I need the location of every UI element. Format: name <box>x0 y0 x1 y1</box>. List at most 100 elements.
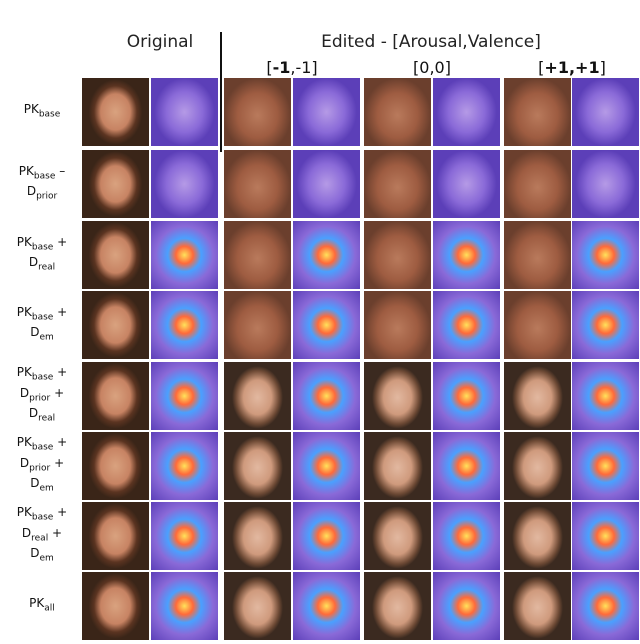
image-cell <box>82 502 149 570</box>
term: PKbase – <box>19 164 65 184</box>
term: PKbase + <box>17 435 67 455</box>
image-cell <box>433 221 500 289</box>
bracket: [ <box>266 58 273 77</box>
term: PKbase + <box>17 365 67 385</box>
row-label: PKbase + Dreal + Dem <box>2 502 82 570</box>
edited-header: Edited - [Arousal,Valence] <box>321 32 541 52</box>
term-main: D <box>30 476 40 491</box>
term-main: PK <box>16 365 32 380</box>
term-sub: em <box>39 553 54 564</box>
image-cell <box>82 221 149 289</box>
image-cell <box>364 362 431 430</box>
image-cell <box>151 572 218 640</box>
image-cell <box>433 432 500 500</box>
bracket: [ <box>538 58 545 77</box>
operator: + <box>57 365 68 380</box>
image-cell <box>293 221 360 289</box>
image-cell <box>82 291 149 359</box>
term: PKbase <box>24 102 61 122</box>
image-cell <box>151 432 218 500</box>
image-cell <box>433 502 500 570</box>
original-header: Original <box>126 32 194 52</box>
term-main: PK <box>18 163 34 178</box>
term-sub: base <box>38 109 61 120</box>
image-cell <box>364 221 431 289</box>
rest: ,-1] <box>290 58 318 77</box>
image-cell <box>82 572 149 640</box>
image-cell <box>151 78 218 146</box>
term-sub: prior <box>36 191 58 202</box>
column-label: [-1,-1] <box>222 58 362 77</box>
row-label: PKbase – Dprior <box>2 150 82 218</box>
image-cell <box>433 78 500 146</box>
term-sub: real <box>31 533 49 544</box>
term-main: PK <box>16 234 32 249</box>
term: PKbase + <box>17 505 67 525</box>
image-cell <box>82 432 149 500</box>
term-sub: prior <box>29 463 51 474</box>
term: Dprior + <box>20 386 64 406</box>
image-cell <box>364 432 431 500</box>
image-cell <box>433 150 500 218</box>
image-cell <box>433 362 500 430</box>
term-main: PK <box>29 595 45 610</box>
image-cell <box>504 291 571 359</box>
image-cell <box>224 291 291 359</box>
term-main: PK <box>16 304 32 319</box>
image-cell <box>572 150 639 218</box>
image-cell <box>82 78 149 146</box>
term-sub: base <box>31 442 54 453</box>
term-sub: base <box>31 242 54 252</box>
term: PKbase + <box>17 305 67 325</box>
image-cell <box>224 432 291 500</box>
image-cell <box>504 432 571 500</box>
term: Dem <box>30 476 54 496</box>
term-main: D <box>30 546 40 561</box>
term: Dreal + <box>22 526 62 546</box>
term-sub: base <box>31 512 54 523</box>
term-main: D <box>21 525 32 540</box>
image-cell <box>572 78 639 146</box>
operator: + <box>57 304 68 319</box>
image-cell <box>224 362 291 430</box>
term-sub: em <box>39 483 54 494</box>
term-main: PK <box>23 101 39 116</box>
image-cell <box>504 78 571 146</box>
image-cell <box>224 502 291 570</box>
divider <box>220 32 222 152</box>
term: PKall <box>29 596 55 616</box>
bracket: [0,0] <box>413 58 451 77</box>
column-label: [+1,+1] <box>502 58 640 77</box>
operator: + <box>52 525 63 540</box>
term: Dreal <box>29 406 55 426</box>
row-label: PKbase <box>2 78 82 146</box>
image-cell <box>433 291 500 359</box>
image-cell <box>293 78 360 146</box>
image-cell <box>151 150 218 218</box>
image-cell <box>504 502 571 570</box>
image-cell <box>504 362 571 430</box>
image-cell <box>293 572 360 640</box>
image-cell <box>293 291 360 359</box>
operator: + <box>57 234 68 249</box>
image-cell <box>504 150 571 218</box>
image-cell <box>293 502 360 570</box>
strong-value: -1 <box>272 58 291 77</box>
image-cell <box>572 432 639 500</box>
image-cell <box>433 572 500 640</box>
rest: ] <box>599 58 606 77</box>
term: Dem <box>30 546 54 566</box>
image-cell <box>572 362 639 430</box>
image-cell <box>364 78 431 146</box>
term-main: D <box>28 406 39 421</box>
image-cell <box>364 572 431 640</box>
image-cell <box>151 502 218 570</box>
operator: + <box>54 455 65 470</box>
image-cell <box>224 78 291 146</box>
image-cell <box>504 572 571 640</box>
image-cell <box>224 150 291 218</box>
term-sub: real <box>38 262 56 273</box>
image-cell <box>224 221 291 289</box>
row-label: PKall <box>2 572 82 640</box>
